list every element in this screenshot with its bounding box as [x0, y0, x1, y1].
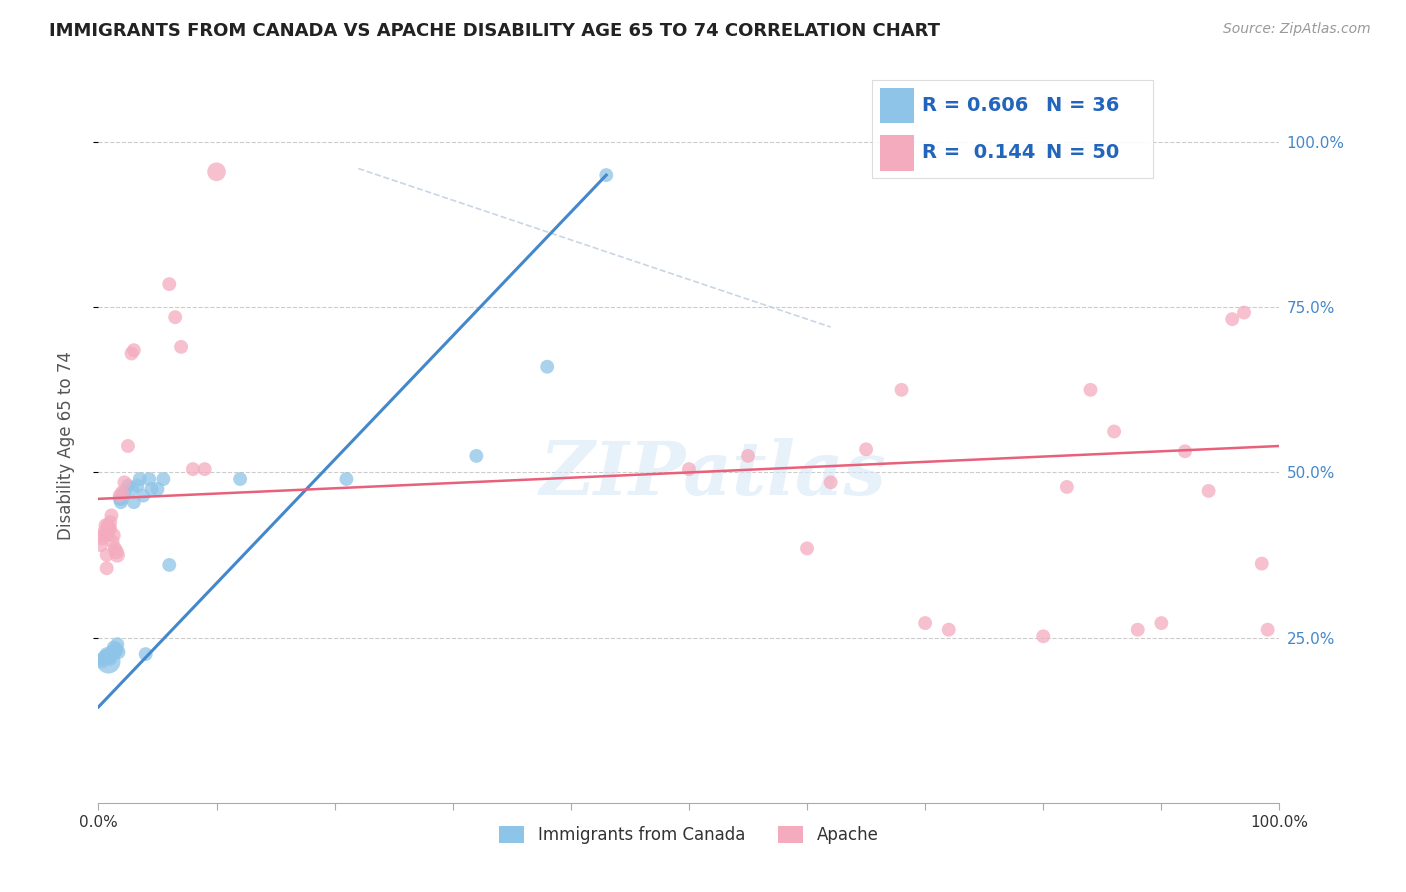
Point: [1250, 557, 1272, 571]
Point: [117, 439, 139, 453]
FancyBboxPatch shape: [880, 88, 914, 123]
Point: [111, 491, 134, 506]
Point: [97, 654, 120, 668]
Point: [98, 522, 121, 536]
Point: [112, 485, 135, 500]
Point: [97, 649, 120, 664]
Point: [91, 528, 114, 542]
Point: [820, 475, 842, 490]
Point: [127, 478, 149, 492]
Point: [90, 538, 112, 552]
Text: IMMIGRANTS FROM CANADA VS APACHE DISABILITY AGE 65 TO 74 CORRELATION CHART: IMMIGRANTS FROM CANADA VS APACHE DISABIL…: [49, 22, 941, 40]
Point: [1233, 305, 1256, 319]
Text: N = 36: N = 36: [1046, 96, 1119, 115]
Point: [128, 472, 150, 486]
Point: [135, 647, 157, 661]
Text: Source: ZipAtlas.com: Source: ZipAtlas.com: [1223, 22, 1371, 37]
Point: [98, 515, 121, 529]
Point: [107, 645, 129, 659]
Point: [97, 518, 120, 533]
Point: [181, 462, 204, 476]
Point: [1257, 623, 1279, 637]
Point: [117, 478, 139, 492]
Point: [157, 277, 180, 292]
Y-axis label: Disability Age 65 to 74: Disability Age 65 to 74: [56, 351, 75, 541]
Text: R =  0.144: R = 0.144: [922, 144, 1036, 162]
Point: [96, 548, 118, 562]
Point: [105, 642, 128, 657]
Point: [105, 637, 128, 651]
Point: [112, 475, 135, 490]
Point: [170, 340, 193, 354]
Point: [1102, 425, 1125, 439]
Text: ZIPatlas: ZIPatlas: [538, 438, 886, 511]
Point: [104, 645, 127, 659]
Point: [103, 528, 125, 542]
Point: [335, 472, 357, 486]
Point: [1198, 483, 1220, 498]
Point: [111, 485, 134, 500]
Point: [91, 652, 114, 666]
Point: [96, 561, 118, 575]
FancyBboxPatch shape: [880, 136, 914, 170]
Legend: Immigrants from Canada, Apache: Immigrants from Canada, Apache: [499, 826, 879, 845]
Point: [122, 343, 145, 358]
Point: [103, 640, 125, 655]
Text: N = 50: N = 50: [1046, 144, 1119, 162]
Point: [91, 532, 114, 546]
Point: [105, 545, 128, 559]
Point: [141, 482, 163, 496]
Point: [1174, 444, 1197, 458]
Point: [737, 449, 759, 463]
Point: [855, 442, 877, 457]
Point: [98, 652, 121, 666]
Point: [796, 541, 818, 556]
Point: [97, 528, 120, 542]
Point: [96, 647, 118, 661]
Point: [122, 495, 145, 509]
Point: [100, 647, 122, 661]
Point: [194, 462, 217, 476]
Point: [98, 522, 121, 536]
Point: [121, 482, 143, 496]
Point: [1056, 480, 1078, 494]
Point: [165, 310, 187, 325]
Point: [98, 650, 121, 665]
Point: [110, 495, 132, 509]
Point: [1080, 383, 1102, 397]
Point: [100, 508, 122, 523]
Point: [914, 616, 936, 631]
Point: [890, 383, 912, 397]
Point: [1032, 629, 1054, 643]
Point: [94, 649, 117, 664]
Point: [132, 489, 155, 503]
Point: [1150, 616, 1173, 631]
Point: [121, 346, 143, 360]
Text: R = 0.606: R = 0.606: [922, 96, 1029, 115]
Point: [94, 518, 117, 533]
Point: [101, 644, 124, 658]
Point: [595, 168, 617, 182]
Point: [1220, 312, 1243, 326]
Point: [108, 491, 131, 506]
Point: [91, 654, 114, 668]
Point: [678, 462, 700, 476]
Point: [93, 650, 115, 665]
Point: [146, 482, 169, 496]
Point: [1126, 623, 1149, 637]
Point: [108, 489, 131, 503]
Point: [465, 449, 488, 463]
Point: [229, 472, 252, 486]
Point: [205, 165, 228, 179]
Point: [536, 359, 558, 374]
Point: [157, 558, 180, 572]
Point: [101, 534, 124, 549]
Point: [105, 548, 128, 562]
Point: [138, 472, 160, 486]
Point: [152, 472, 174, 486]
Point: [93, 524, 115, 539]
Point: [104, 541, 127, 556]
Point: [938, 623, 960, 637]
